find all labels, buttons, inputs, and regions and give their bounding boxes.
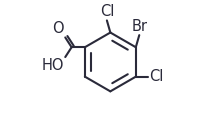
Text: HO: HO bbox=[42, 58, 64, 73]
Text: Cl: Cl bbox=[100, 4, 114, 19]
Text: O: O bbox=[52, 21, 63, 36]
Text: Br: Br bbox=[131, 19, 147, 34]
Text: Cl: Cl bbox=[149, 69, 163, 84]
